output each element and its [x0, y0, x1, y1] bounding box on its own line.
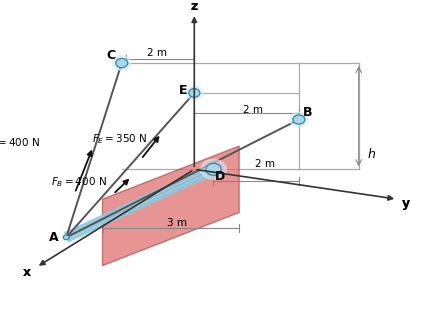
- Text: $F_E = 350$ N: $F_E = 350$ N: [92, 132, 147, 146]
- Circle shape: [188, 89, 199, 97]
- Text: 2 m: 2 m: [147, 48, 167, 58]
- Text: 2 m: 2 m: [254, 159, 274, 169]
- Text: z: z: [190, 0, 197, 13]
- Circle shape: [115, 58, 127, 68]
- Text: B: B: [302, 106, 311, 120]
- Polygon shape: [102, 146, 239, 266]
- Text: C: C: [106, 49, 115, 62]
- Circle shape: [289, 112, 308, 127]
- Circle shape: [112, 56, 131, 70]
- Text: z: z: [190, 0, 197, 13]
- Text: x: x: [22, 266, 31, 280]
- Circle shape: [292, 115, 304, 124]
- Text: A: A: [49, 231, 58, 244]
- Text: y: y: [400, 197, 409, 210]
- Text: h: h: [367, 148, 374, 161]
- Text: E: E: [178, 84, 187, 97]
- Text: y: y: [400, 197, 409, 210]
- Circle shape: [63, 235, 69, 240]
- Text: x: x: [22, 266, 31, 280]
- Text: D: D: [214, 170, 225, 183]
- Circle shape: [200, 159, 226, 179]
- Circle shape: [185, 86, 202, 100]
- Text: 2 m: 2 m: [242, 105, 262, 115]
- Circle shape: [205, 163, 221, 175]
- Text: $F_C = 400$ N: $F_C = 400$ N: [0, 136, 40, 150]
- Text: 3 m: 3 m: [167, 218, 187, 228]
- Text: $F_B = 400$ N: $F_B = 400$ N: [51, 175, 106, 189]
